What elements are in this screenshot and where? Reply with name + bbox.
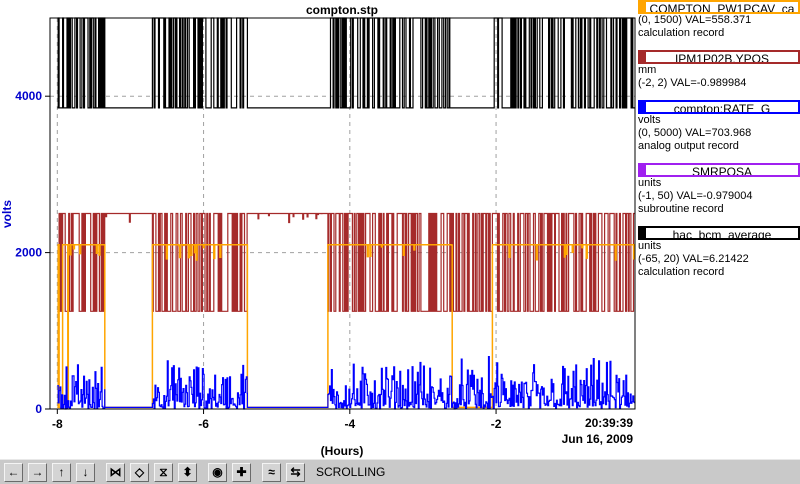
y-tick-label: 2000 (15, 246, 42, 260)
y-tick-label: 0 (35, 402, 42, 416)
zoom-out-y-button[interactable]: ⬍ (178, 463, 197, 482)
plot-area-frame[interactable] (49, 17, 636, 410)
current-date-label: Jun 16, 2009 (562, 432, 634, 446)
legend-series-name: IPM1P02B.YPOS (638, 50, 800, 64)
toolbar: ← → ↑ ↓ ⋈ ◇ ⧖ ⬍ ◉ ✚ ≈ ⇆ SCROLLING (0, 459, 800, 484)
scroll-right-button[interactable]: → (28, 463, 47, 482)
legend-range: (0, 1500) VAL=558.371 (638, 14, 752, 26)
y-tick-label: 4000 (15, 89, 42, 103)
auto-scale-button[interactable]: ◉ (208, 463, 227, 482)
scroll-left-button[interactable]: ← (4, 463, 23, 482)
legend-series-name: compton:RATE_G (638, 100, 800, 114)
legend-entry[interactable]: hac_bcm_average units (-65, 20) VAL=6.2142… (636, 226, 800, 279)
legend-entry[interactable]: COMPTON_PW1PCAV_ca (0, 1500) VAL=558.371 c… (636, 0, 800, 40)
ticks: -8 -6 -4 -2 0 2000 4000 (15, 89, 501, 431)
legend-range: (-65, 20) VAL=6.21422 (638, 253, 749, 265)
scroll-up-button[interactable]: ↑ (52, 463, 71, 482)
legend-entry[interactable]: compton:RATE_G volts (0, 5000) VAL=703.968… (636, 100, 800, 153)
series-line-3 (57, 17, 635, 109)
legend-record: calculation record (638, 266, 725, 278)
legend-units: mm (638, 64, 657, 76)
legend-series-name: COMPTON_PW1PCAV_ca (638, 0, 800, 14)
legend-series-name: SMRPOSA (638, 163, 800, 177)
legend-units: volts (638, 114, 661, 126)
pan-button[interactable]: ✚ (232, 463, 251, 482)
x-axis-label: (Hours) (321, 444, 364, 458)
series-line-2 (57, 356, 636, 410)
legend-record: analog output record (638, 140, 739, 152)
zoom-out-x-button[interactable]: ◇ (130, 463, 149, 482)
legend-record: subroutine record (638, 203, 724, 215)
legend-series-name: hac_bcm_average (638, 226, 800, 240)
x-tick-label: -8 (52, 417, 63, 431)
series-layer (57, 17, 636, 410)
x-tick-label: -6 (198, 417, 209, 431)
legend-units: units (638, 177, 662, 189)
x-tick-label: -4 (344, 417, 355, 431)
zoom-in-x-button[interactable]: ⋈ (106, 463, 125, 482)
legend-entry[interactable]: IPM1P02B.YPOS mm (-2, 2) VAL=-0.989984 (636, 50, 800, 90)
legend-units: units (638, 240, 662, 252)
series-line-1 (57, 212, 635, 312)
zoom-in-y-button[interactable]: ⧖ (154, 463, 173, 482)
legend-range: (0, 5000) VAL=703.968 (638, 127, 752, 139)
y-axis-label: volts (0, 200, 14, 228)
legend-entry[interactable]: SMRPOSA units (-1, 50) VAL=-0.979004 subrou… (636, 163, 800, 216)
x-tick-label: -2 (491, 417, 502, 431)
current-time-label: 20:39:39 (585, 416, 633, 430)
chart: compton.stp -8 -6 -4 -2 0 2000 4000 volts (Hou… (0, 3, 636, 458)
scroll-down-button[interactable]: ↓ (76, 463, 95, 482)
chart-title: compton.stp (306, 3, 378, 17)
legend-record: calculation record (638, 27, 725, 39)
legend-range: (-2, 2) VAL=-0.989984 (638, 77, 747, 89)
scroll-mode-button[interactable]: ⇆ (286, 463, 305, 482)
scroll-status-label: SCROLLING (316, 465, 386, 479)
reset-button[interactable]: ≈ (262, 463, 281, 482)
legend-range: (-1, 50) VAL=-0.979004 (638, 190, 753, 202)
